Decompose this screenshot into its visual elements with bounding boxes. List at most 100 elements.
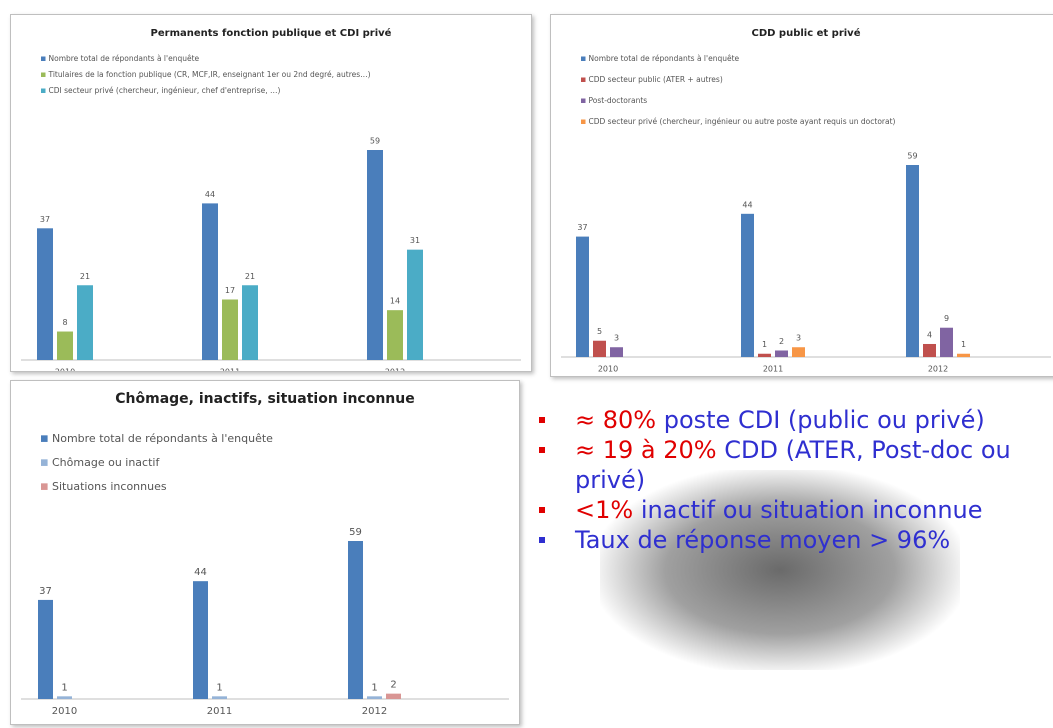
bar	[77, 285, 93, 360]
bar	[610, 347, 623, 357]
data-label: 8	[62, 318, 67, 327]
data-label: 44	[742, 200, 752, 209]
bar	[576, 236, 589, 357]
bar	[775, 350, 788, 357]
legend-label: Situations inconnues	[52, 480, 167, 493]
legend-marker	[41, 72, 46, 77]
data-label: 44	[194, 567, 207, 578]
x-tick-label: 2012	[362, 706, 387, 717]
data-label: 14	[390, 297, 400, 306]
bar	[741, 213, 754, 357]
legend-label: CDD secteur public (ATER + autres)	[589, 75, 723, 84]
bar	[792, 347, 805, 357]
data-label: 21	[245, 272, 255, 281]
bar	[348, 541, 363, 699]
legend-marker	[581, 119, 586, 124]
legend-label: Nombre total de répondants à l'enquête	[49, 54, 200, 63]
legend-marker	[41, 435, 48, 442]
bar	[386, 693, 401, 699]
legend-marker	[41, 56, 46, 61]
legend-marker	[41, 483, 48, 490]
bullet-text: inactif ou situation inconnue	[633, 496, 983, 524]
data-label: 9	[944, 314, 949, 323]
bullet-text: Taux de réponse moyen > 96%	[575, 526, 951, 554]
data-label: 2	[390, 680, 396, 691]
bar	[38, 599, 53, 699]
data-label: 1	[61, 682, 67, 693]
highlight: <1%	[575, 496, 634, 524]
data-label: 31	[410, 236, 420, 245]
bar	[212, 696, 227, 699]
bar	[37, 228, 53, 360]
bar	[57, 696, 72, 699]
legend-label: CDI secteur privé (chercheur, ingénieur,…	[49, 86, 281, 95]
legend-marker	[41, 459, 48, 466]
bar	[593, 340, 606, 357]
legend-label: CDD secteur privé (chercheur, ingénieur …	[589, 117, 896, 126]
x-tick-label: 2012	[928, 365, 948, 374]
chart-panel: Chômage, inactifs, situation inconnue Nom…	[10, 380, 520, 725]
bar	[758, 353, 771, 357]
bar	[407, 249, 423, 360]
bar	[940, 327, 953, 357]
bar	[367, 696, 382, 699]
data-label: 59	[349, 527, 362, 538]
data-label: 1	[216, 682, 222, 693]
data-label: 5	[597, 327, 602, 336]
bar	[387, 310, 403, 360]
data-label: 17	[225, 286, 235, 295]
data-label: 1	[762, 340, 767, 349]
x-tick-label: 2011	[207, 706, 232, 717]
chart-panel: CDD public et privé Nombre total de répon…	[550, 14, 1053, 377]
chart: Chômage, inactifs, situation inconnue Nom…	[21, 391, 509, 717]
x-tick-label: 2011	[763, 365, 783, 374]
highlight: ≈ 80%	[575, 406, 657, 434]
chart: Permanents fonction publique et CDI priv…	[21, 27, 521, 377]
legend-label: Nombre total de répondants à l'enquête	[52, 432, 273, 445]
chart-title: Permanents fonction publique et CDI priv…	[151, 27, 392, 39]
bullet: ≈ 19 à 20% CDD (ATER, Post-doc ou privé)	[535, 435, 1050, 495]
bar	[202, 203, 218, 360]
legend-marker	[581, 56, 586, 61]
chart-title: Chômage, inactifs, situation inconnue	[115, 391, 415, 407]
chart: CDD public et privé Nombre total de répon…	[561, 27, 1051, 374]
chart-title: CDD public et privé	[752, 27, 861, 39]
data-label: 3	[796, 334, 801, 343]
bar	[193, 581, 208, 699]
legend-label: Titulaires de la fonction publique (CR, …	[48, 70, 371, 79]
data-label: 37	[40, 215, 50, 224]
bar	[923, 343, 936, 357]
x-tick-label: 2012	[385, 368, 405, 372]
x-tick-label: 2010	[52, 706, 77, 717]
bullet-list: ≈ 80% poste CDI (public ou privé) ≈ 19 à…	[535, 405, 1050, 555]
legend-label: Post-doctorants	[589, 96, 648, 105]
legend-marker	[581, 98, 586, 103]
bar	[222, 299, 238, 360]
bullet: Taux de réponse moyen > 96%	[535, 525, 1050, 555]
x-tick-label: 2010	[55, 368, 75, 372]
data-label: 59	[907, 152, 917, 161]
data-label: 59	[370, 137, 380, 146]
data-label: 44	[205, 190, 215, 199]
bullet-text: CDD (ATER, Post-doc ou privé)	[575, 436, 1011, 494]
legend-marker	[581, 77, 586, 82]
bullet: ≈ 80% poste CDI (public ou privé)	[535, 405, 1050, 435]
bar	[367, 150, 383, 360]
bar	[57, 331, 73, 360]
data-label: 21	[80, 272, 90, 281]
data-label: 4	[927, 330, 932, 339]
bar	[906, 165, 919, 357]
data-label: 3	[614, 334, 619, 343]
data-label: 1	[961, 340, 966, 349]
bar	[957, 353, 970, 357]
chart-panel: Permanents fonction publique et CDI priv…	[10, 14, 532, 377]
data-label: 2	[779, 337, 784, 346]
data-label: 1	[371, 682, 377, 693]
legend-marker	[41, 88, 46, 93]
x-tick-label: 2010	[598, 365, 618, 374]
highlight: ≈ 19 à 20%	[575, 436, 717, 464]
bullet: <1% inactif ou situation inconnue	[535, 495, 1050, 525]
data-label: 37	[577, 223, 587, 232]
data-label: 37	[39, 586, 52, 597]
